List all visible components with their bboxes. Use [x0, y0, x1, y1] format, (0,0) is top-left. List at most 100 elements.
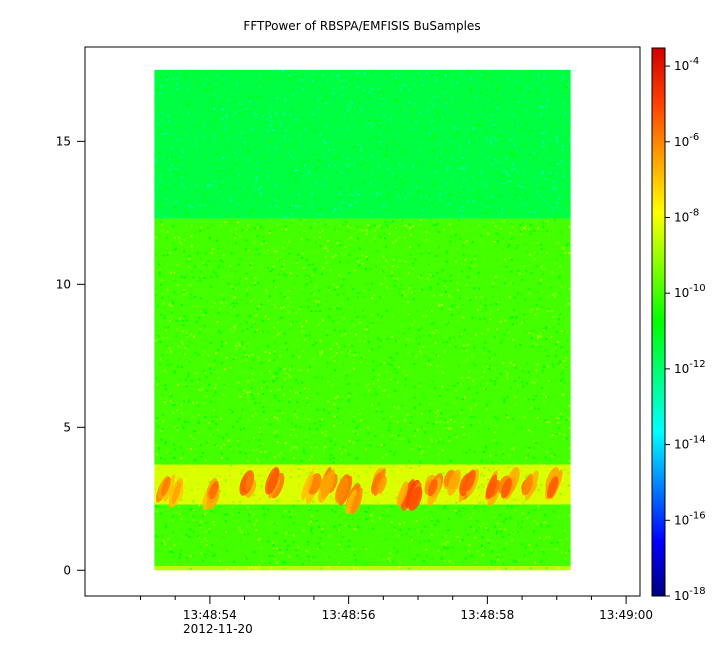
heatmap-cell [283, 393, 286, 396]
heatmap-cell [556, 561, 559, 564]
heatmap-cell [483, 466, 486, 469]
heatmap-cell [256, 226, 259, 229]
heatmap-cell [352, 249, 355, 252]
heatmap-cell [231, 94, 234, 96]
heatmap-cell [318, 107, 321, 110]
heatmap-cell [239, 428, 242, 431]
heatmap-cell [426, 72, 429, 75]
heatmap-cell [180, 243, 183, 246]
heatmap-cell [496, 567, 499, 570]
heatmap-cell [525, 74, 528, 77]
heatmap-cell [371, 378, 374, 380]
heatmap-cell [537, 336, 540, 339]
heatmap-cell [308, 531, 311, 534]
heatmap-cell [338, 447, 341, 450]
heatmap-cell [499, 228, 502, 230]
heatmap-cell [442, 441, 445, 444]
heatmap-cell [399, 567, 402, 570]
heatmap-cell [319, 84, 322, 87]
heatmap-cell [380, 502, 383, 505]
heatmap-cell [341, 296, 344, 299]
heatmap-cell [240, 323, 243, 326]
heatmap-cell [421, 288, 424, 291]
heatmap-cell [353, 325, 356, 328]
heatmap-cell [295, 183, 298, 186]
heatmap-cell [348, 535, 351, 538]
heatmap-cell [207, 354, 210, 357]
heatmap-cell [550, 188, 553, 191]
heatmap-cell [471, 316, 474, 319]
heatmap-cell [270, 79, 272, 82]
heatmap-cell [279, 409, 282, 412]
heatmap-cell [492, 282, 495, 285]
heatmap-cell [285, 532, 288, 534]
heatmap-cell [567, 484, 570, 487]
heatmap-cell [366, 325, 369, 328]
heatmap-cell [463, 165, 465, 168]
heatmap-cell [275, 189, 278, 192]
heatmap-cell [223, 216, 226, 219]
heatmap-cell [214, 530, 217, 533]
heatmap-cell [448, 436, 451, 439]
heatmap-cell [322, 521, 325, 524]
heatmap-cell [303, 416, 306, 419]
heatmap-cell [468, 141, 471, 144]
heatmap-cell [468, 465, 471, 468]
heatmap-cell [500, 353, 503, 356]
heatmap-cell [498, 134, 501, 137]
heatmap-cell [411, 323, 414, 326]
heatmap-cell [455, 501, 458, 504]
heatmap-cell [396, 471, 399, 473]
heatmap-cell [220, 214, 223, 217]
heatmap-cell [218, 329, 221, 332]
heatmap-cell [198, 504, 201, 507]
heatmap-cell [185, 399, 188, 402]
heatmap-cell [383, 232, 386, 235]
heatmap-cell [190, 224, 193, 227]
heatmap-cell [503, 400, 506, 403]
heatmap-cell [376, 318, 379, 321]
heatmap-cell [493, 220, 496, 223]
heatmap-cell [168, 251, 171, 254]
heatmap-cell [506, 329, 509, 332]
heatmap-cell [188, 255, 191, 257]
heatmap-cell [292, 93, 295, 96]
heatmap-cell [365, 229, 368, 232]
heatmap-cell [278, 259, 281, 262]
heatmap-cell [230, 366, 233, 369]
heatmap-cell [364, 492, 367, 495]
heatmap-cell [320, 357, 323, 359]
heatmap-cell [281, 411, 284, 414]
heatmap-cell [532, 138, 535, 141]
heatmap-cell [191, 489, 193, 491]
heatmap-cell [343, 457, 346, 459]
heatmap-cell [191, 379, 193, 382]
heatmap-cell [360, 419, 363, 422]
heatmap-cell [306, 453, 309, 456]
heatmap-cell [311, 514, 313, 517]
heatmap-cell [202, 402, 205, 405]
heatmap-cell [198, 204, 201, 207]
heatmap-cell [292, 126, 295, 129]
heatmap-cell [547, 118, 550, 121]
heatmap-cell [449, 279, 452, 282]
heatmap-cell [161, 296, 164, 299]
heatmap-cell [265, 375, 268, 378]
heatmap-cell [309, 557, 312, 560]
heatmap-cell [365, 267, 367, 270]
heatmap-cell [331, 509, 334, 512]
heatmap-cell [390, 378, 393, 381]
heatmap-cell [197, 244, 200, 247]
heatmap-cell [227, 269, 230, 272]
heatmap-cell [427, 360, 430, 362]
heatmap-cell [454, 345, 457, 348]
heatmap-cell [480, 112, 483, 115]
heatmap-cell [489, 399, 491, 402]
heatmap-cell [423, 525, 426, 528]
heatmap-cell [478, 501, 481, 504]
heatmap-cell [283, 296, 286, 299]
heatmap-cell [496, 556, 499, 559]
heatmap-cell [529, 229, 532, 232]
heatmap-cell [379, 363, 382, 365]
heatmap-cell [173, 544, 176, 547]
